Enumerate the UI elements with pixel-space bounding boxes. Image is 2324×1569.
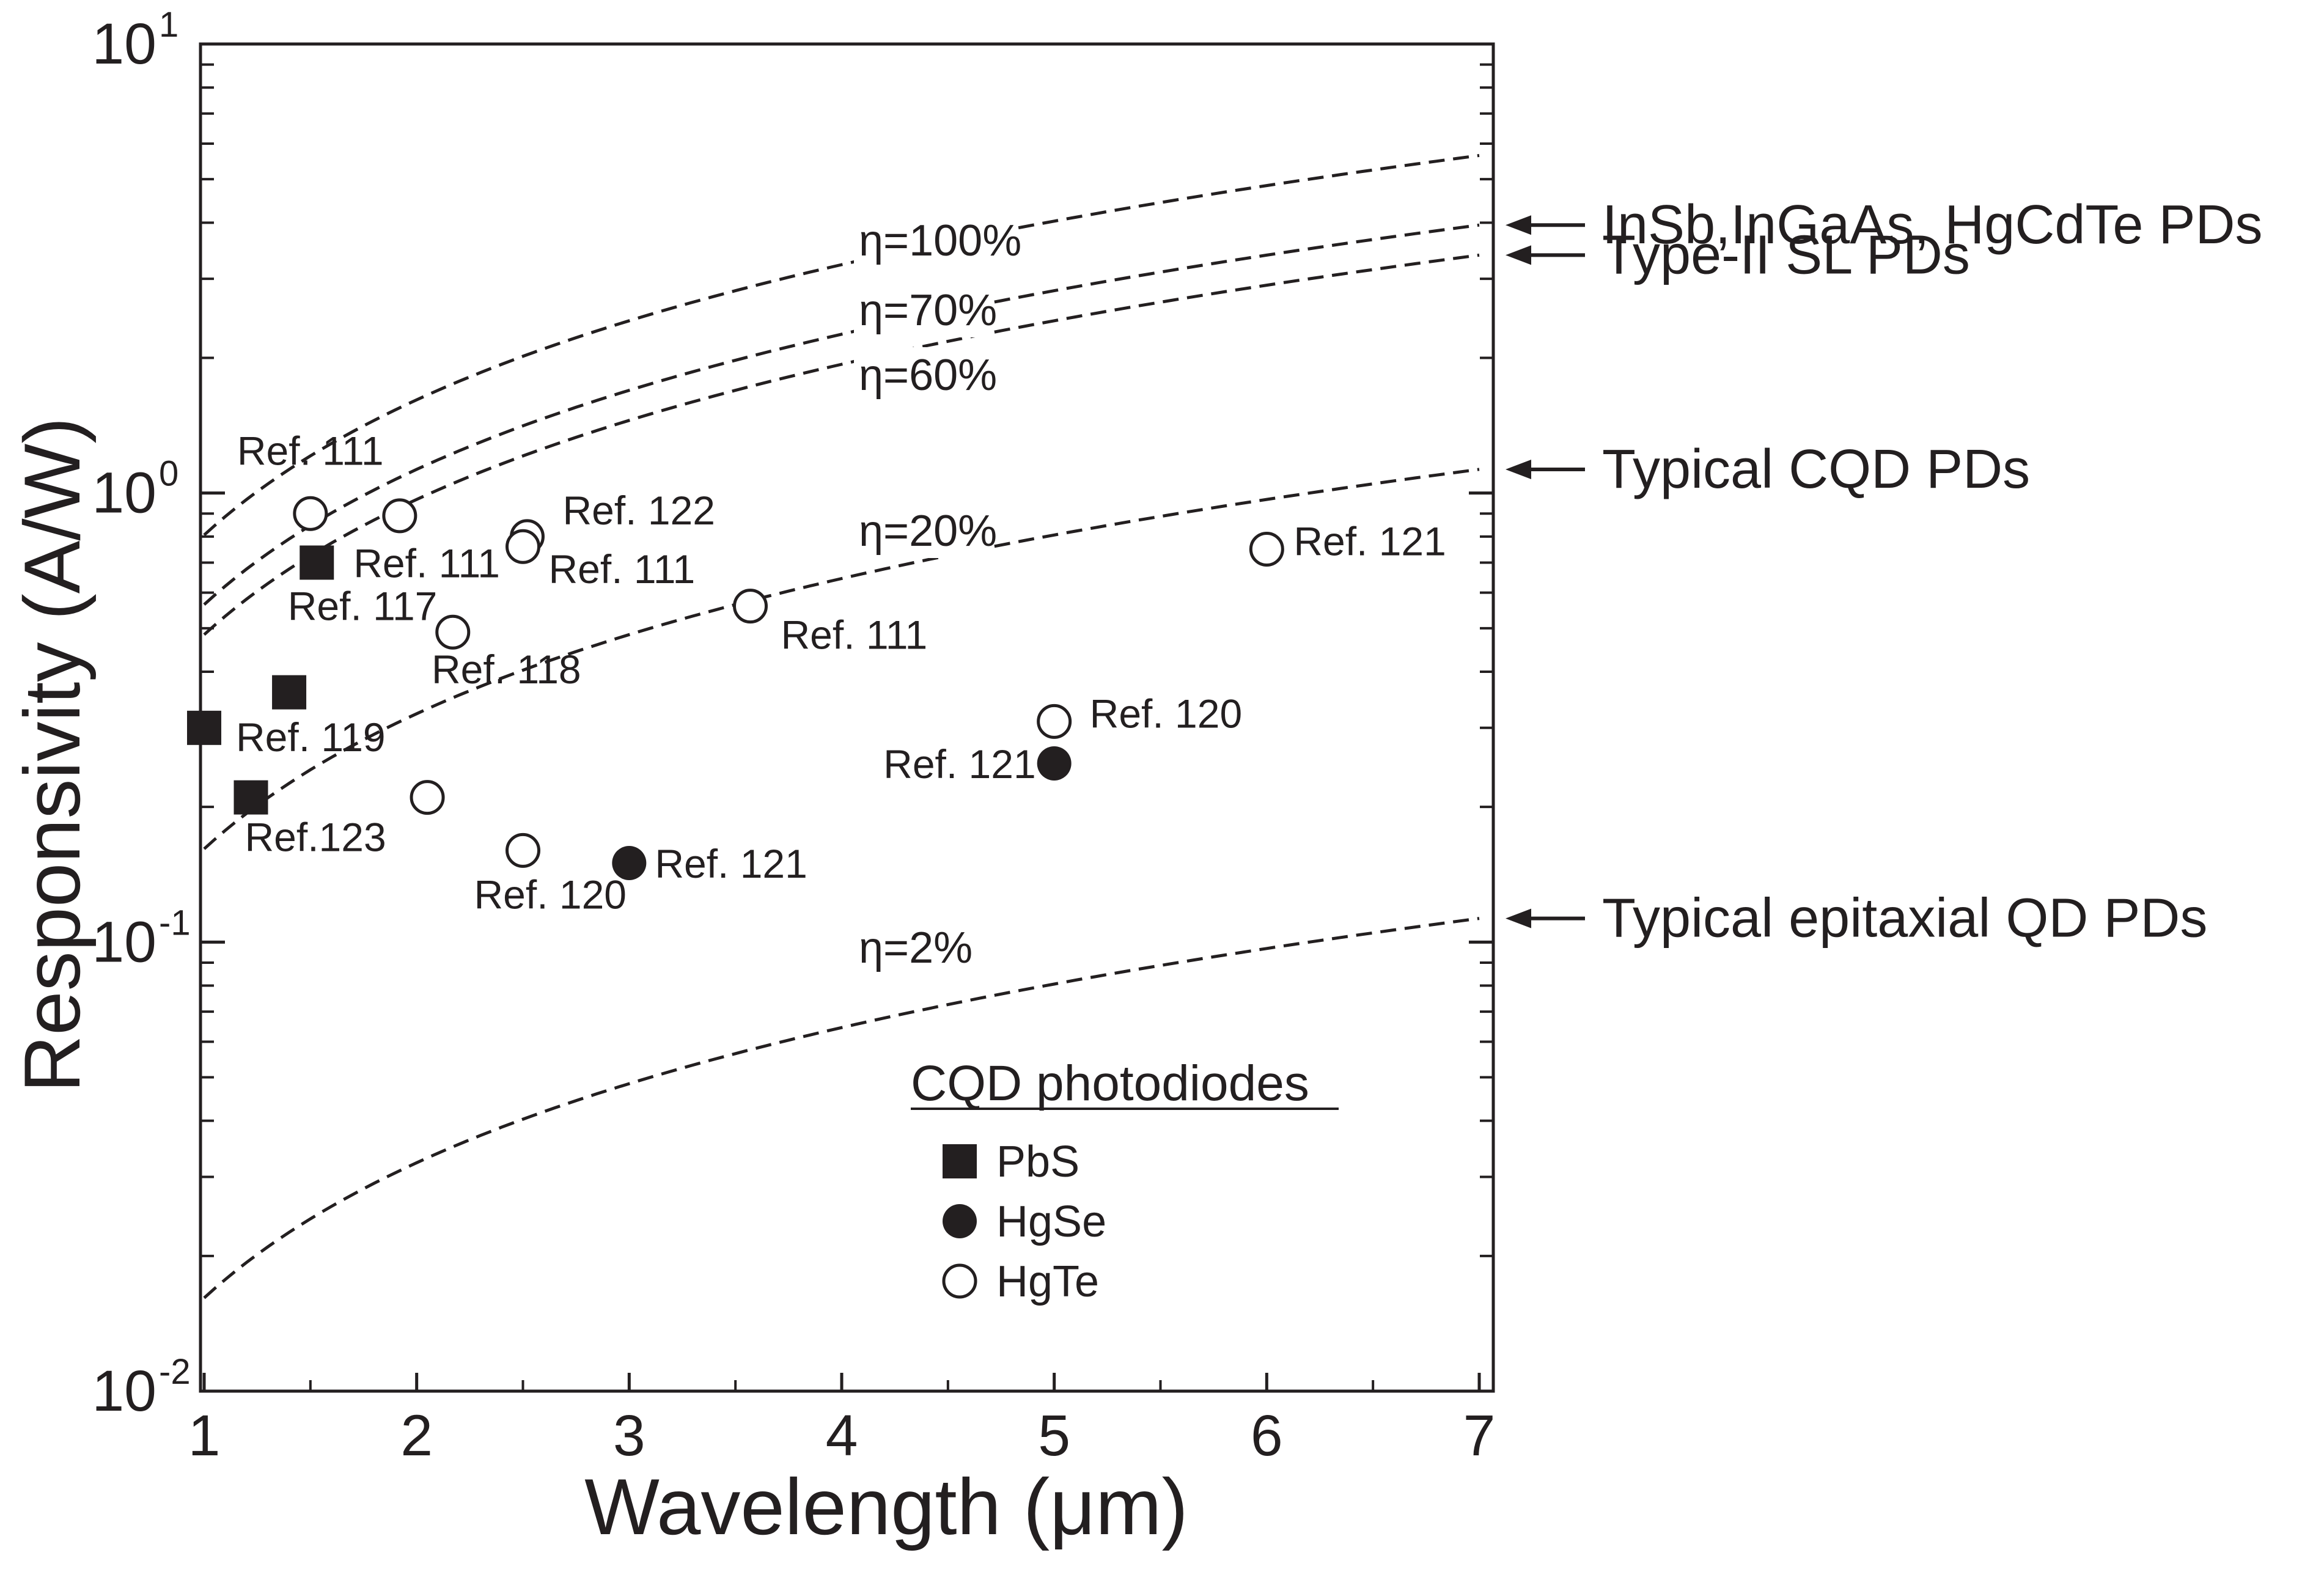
efficiency-label: η=60% — [859, 351, 997, 400]
y-tick-exponent: 1 — [159, 5, 178, 45]
y-tick-exponent: -1 — [159, 903, 191, 943]
efficiency-label: η=2% — [859, 924, 973, 972]
x-tick-label: 2 — [400, 1403, 433, 1468]
data-point-hgte — [1037, 704, 1072, 739]
data-point-hgte — [382, 498, 417, 534]
efficiency-label: η=70% — [859, 286, 997, 335]
annotation-arrow-head — [1506, 245, 1531, 265]
x-tick-label: 1 — [188, 1403, 221, 1468]
data-point-hgte — [293, 496, 328, 531]
efficiency-curve-2 — [203, 917, 1480, 1299]
y-axis-title: Responsivity (A/W) — [7, 417, 97, 1092]
legend-marker-hgte — [942, 1263, 977, 1299]
efficiency-curve-20 — [203, 468, 1480, 850]
efficiency-curves — [203, 153, 1480, 1299]
y-tick-exponent: 0 — [159, 454, 178, 494]
data-point-pbs — [300, 545, 334, 580]
y-tick-exponent: -2 — [159, 1352, 191, 1392]
legend-entry-hgse: HgSe — [996, 1197, 1106, 1246]
data-point-hgte — [435, 614, 471, 650]
plot-area-border — [199, 42, 1495, 1393]
x-tick-label: 4 — [826, 1403, 858, 1468]
point-ref-label: Ref. 111 — [549, 546, 696, 592]
data-points — [187, 496, 1284, 880]
point-ref-label: Ref. 121 — [1293, 518, 1446, 564]
data-point-pbs — [187, 710, 221, 745]
y-tick-label: 10 — [92, 1359, 156, 1424]
efficiency-curve-100 — [203, 153, 1480, 537]
efficiency-label: η=20% — [859, 507, 997, 556]
efficiency-label: η=100% — [859, 216, 1021, 265]
x-tick-label: 7 — [1463, 1403, 1496, 1468]
annotation-type-ii-sl-pds: Type-II SL PDs — [1602, 224, 1970, 285]
efficiency-label-bg — [854, 347, 992, 402]
point-ref-label: Ref.123 — [245, 815, 386, 860]
reference-labels: Ref. 119 Ref.123 Ref. 111 Ref. 121 Ref. 121 R… — [236, 428, 1446, 917]
point-ref-label: Ref. 120 — [474, 872, 627, 917]
annotation-insb-ingaas-hgcdte-pds: InSb,InGaAs, HgCdTe PDs — [1602, 194, 2262, 255]
point-ref-label: Ref. 119 — [236, 715, 386, 760]
efficiency-label-bg — [854, 213, 1018, 268]
data-point-hgte — [733, 589, 768, 624]
y-tick-label: 10 — [92, 12, 156, 76]
efficiency-labels: η=100% η=70% η=60% η=20% η=2% — [854, 213, 1021, 975]
legend-title: CQD photodiodes — [911, 1056, 1309, 1111]
data-point-hgte — [506, 529, 540, 564]
annotation-arrow-head — [1506, 459, 1531, 479]
x-tick-label: 6 — [1251, 1403, 1283, 1468]
efficiency-label-bg — [854, 503, 992, 558]
annotation-arrow-head — [1506, 908, 1531, 928]
point-ref-label: Ref. 111 — [237, 428, 384, 473]
extra-ref-label: Ref. 118 — [432, 647, 581, 692]
y-tick-label: 10 — [92, 909, 156, 974]
efficiency-label-bg — [854, 920, 966, 975]
point-ref-label: Ref. 120 — [1090, 691, 1243, 736]
point-ref-label: Ref. 111 — [781, 612, 928, 658]
y-tick-label: 10 — [92, 461, 156, 526]
annotation-arrow-head — [1506, 215, 1531, 235]
data-point-hgse — [1037, 746, 1072, 781]
x-tick-label: 5 — [1038, 1403, 1070, 1468]
data-point-hgte — [506, 832, 540, 868]
legend-entry-pbs: PbS — [996, 1137, 1079, 1186]
x-axis-title: Wavelength (μm) — [584, 1462, 1188, 1551]
x-tick-label: 3 — [613, 1403, 645, 1468]
point-ref-label: Ref. 122 — [562, 488, 715, 533]
efficiency-curve-60 — [203, 253, 1480, 636]
point-ref-label: Ref. 111 — [353, 540, 500, 586]
annotation-typical-cqd-pds: Typical CQD PDs — [1602, 439, 2030, 500]
legend: CQD photodiodes PbS HgSe HgTe — [911, 1056, 1339, 1306]
legend-entry-hgte: HgTe — [996, 1257, 1099, 1306]
point-ref-label: Ref. 121 — [655, 841, 807, 886]
data-point-pbs — [234, 780, 268, 815]
point-ref-label: Ref. 117 — [288, 583, 438, 628]
efficiency-curve-70 — [203, 223, 1480, 606]
plot-frame — [199, 42, 1495, 1393]
data-point-hgte — [410, 780, 445, 815]
annotation-typical-epitaxial-qd-pds: Typical epitaxial QD PDs — [1602, 888, 2207, 949]
efficiency-label-bg — [854, 282, 992, 337]
data-point-hgte — [1249, 531, 1284, 567]
point-ref-label: Ref. 121 — [883, 741, 1036, 787]
legend-marker-hgse — [943, 1204, 977, 1238]
data-point-hgse — [612, 845, 647, 880]
data-point-pbs — [272, 675, 307, 710]
legend-marker-pbs — [943, 1144, 977, 1178]
